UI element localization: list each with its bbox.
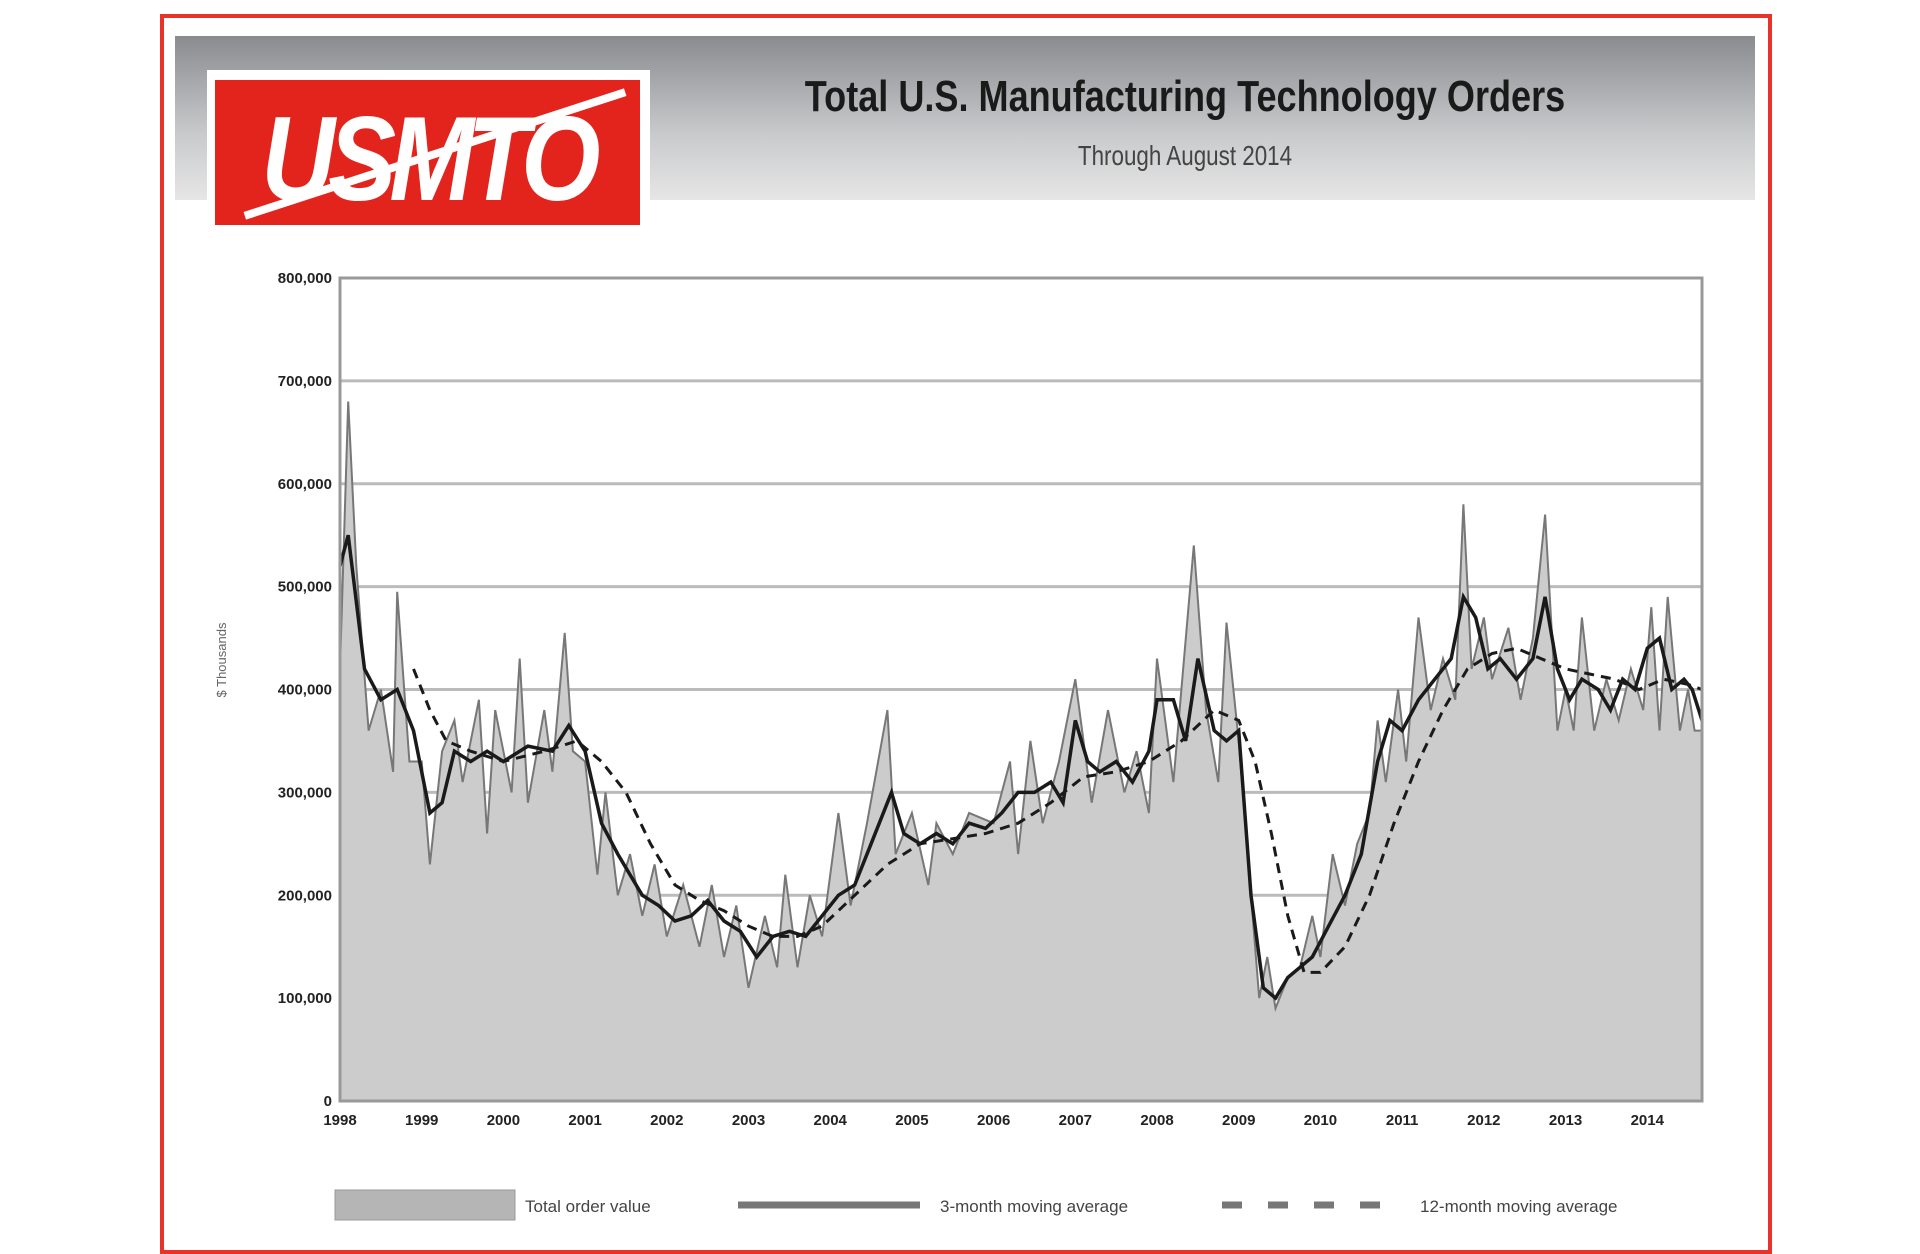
legend-label-12month: 12-month moving average bbox=[1420, 1197, 1618, 1216]
x-tick-label: 2009 bbox=[1222, 1112, 1255, 1129]
x-tick-label: 2012 bbox=[1467, 1112, 1500, 1129]
x-tick-label: 2014 bbox=[1631, 1112, 1665, 1129]
y-tick-label: 500,000 bbox=[278, 579, 332, 596]
x-tick-label: 1999 bbox=[405, 1112, 438, 1129]
x-tick-label: 2002 bbox=[650, 1112, 683, 1129]
x-tick-label: 2005 bbox=[895, 1112, 928, 1129]
x-tick-labels: 1998 1999 2000 2001 2002 2003 2004 2005 2006 2007… bbox=[323, 1112, 1664, 1129]
x-tick-label: 2007 bbox=[1059, 1112, 1092, 1129]
chart-frame bbox=[160, 14, 1772, 1254]
y-tick-label: 700,000 bbox=[278, 373, 332, 390]
series-layer bbox=[338, 401, 1704, 1101]
x-tick-label: 2003 bbox=[732, 1112, 765, 1129]
y-axis-title: $ Thousands bbox=[214, 622, 229, 697]
total-order-line bbox=[339, 401, 1702, 1013]
y-tick-labels: 0 100,000 200,000 300,000 400,000 500,000 600,… bbox=[278, 270, 332, 1110]
y-tick-label: 200,000 bbox=[278, 887, 332, 904]
y-tick-label: 300,000 bbox=[278, 784, 332, 801]
chart-subtitle: Through August 2014 bbox=[1077, 140, 1293, 171]
x-tick-label: 2004 bbox=[814, 1112, 848, 1129]
legend-swatch-total bbox=[334, 1189, 516, 1221]
x-tick-label: 2010 bbox=[1304, 1112, 1337, 1129]
y-tick-label: 800,000 bbox=[278, 270, 332, 287]
plot-border bbox=[338, 276, 1704, 1103]
legend-label-3month: 3-month moving average bbox=[940, 1197, 1128, 1216]
logo-badge: USMTO bbox=[215, 80, 640, 225]
twelve-month-average-line bbox=[412, 646, 1703, 974]
x-tick-label: 2000 bbox=[487, 1112, 520, 1129]
x-tick-label: 2008 bbox=[1140, 1112, 1173, 1129]
y-tick-label: 400,000 bbox=[278, 682, 332, 699]
legend-label-total: Total order value bbox=[525, 1197, 651, 1216]
x-tick-label: 2013 bbox=[1549, 1112, 1582, 1129]
x-tick-label: 1998 bbox=[323, 1112, 356, 1129]
y-tick-label: 100,000 bbox=[278, 990, 332, 1007]
x-tick-label: 2001 bbox=[568, 1112, 601, 1129]
usmto-logo: USMTO bbox=[207, 70, 650, 230]
x-tick-label: 2011 bbox=[1386, 1112, 1419, 1129]
chart-title: Total U.S. Manufacturing Technology Orde… bbox=[804, 72, 1566, 121]
y-tick-label: 0 bbox=[324, 1093, 332, 1110]
x-tick-label: 2006 bbox=[977, 1112, 1010, 1129]
three-month-average-line bbox=[338, 534, 1704, 1001]
y-tick-label: 600,000 bbox=[278, 476, 332, 493]
legend: Total order value 3-month moving average… bbox=[334, 1189, 1618, 1221]
logo-text: USMTO bbox=[261, 92, 600, 225]
total-order-area bbox=[340, 401, 1702, 1101]
